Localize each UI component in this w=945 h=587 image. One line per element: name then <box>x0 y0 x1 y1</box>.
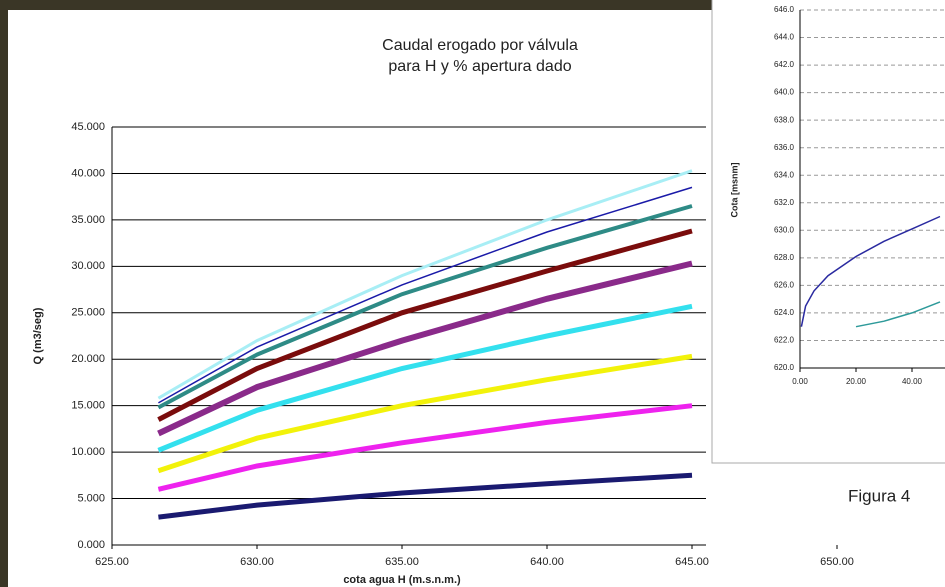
series-line <box>157 169 693 400</box>
y-tick-label: 35.000 <box>71 214 105 226</box>
x-tick-label: 40.00 <box>902 377 923 386</box>
y-tick-label: 0.000 <box>77 539 105 551</box>
y-tick-label: 644.0 <box>774 33 795 42</box>
x-tick-label: 630.00 <box>240 556 274 568</box>
y-tick-label: 620.0 <box>774 363 795 372</box>
series-line <box>855 301 941 328</box>
y-tick-label: 626.0 <box>774 280 795 289</box>
y-tick-label: 30.000 <box>71 260 105 272</box>
series-line <box>157 204 693 410</box>
y-tick-label: 25.000 <box>71 307 105 319</box>
series-line <box>157 353 693 474</box>
y-tick-label: 15.000 <box>71 400 105 412</box>
figure-frame <box>711 0 945 464</box>
series-line <box>157 228 693 422</box>
main-chart: 0.000 5.000 10.000 15.000 20.000 25.000 30.000… <box>32 37 854 586</box>
y-tick-label: 638.0 <box>774 115 795 124</box>
y-tick-label: 5.000 <box>77 492 105 504</box>
y-tick-label: 632.0 <box>774 198 795 207</box>
y-axis-label: Q (m3/seg) <box>32 307 44 364</box>
y-tick-label: 20.000 <box>71 353 105 365</box>
series-line <box>157 260 693 437</box>
x-tick-label: 625.00 <box>95 556 129 568</box>
y-tick-label: 640.0 <box>774 88 795 97</box>
series-line <box>158 186 693 404</box>
y-tick-label: 624.0 <box>774 308 795 317</box>
x-axis-label: cota agua H (m.s.n.m.) <box>343 574 461 586</box>
y-tick-label: 636.0 <box>774 143 795 152</box>
x-tick-label: 650.00 <box>820 556 854 568</box>
y-tick-label: 646.0 <box>774 5 795 14</box>
y-tick-label: 628.0 <box>774 253 795 262</box>
y-tick-label: 634.0 <box>774 170 795 179</box>
x-tick-label: 645.00 <box>675 556 709 568</box>
y-tick-label: 45.000 <box>71 121 105 133</box>
series-line <box>157 403 693 492</box>
y-tick-label: 10.000 <box>71 446 105 458</box>
overlay-figure: 620.0 622.0 624.0 626.0 628.0 630.0 632.0 634.0… <box>711 0 945 464</box>
x-tick-label: 0.00 <box>792 377 808 386</box>
figure-caption: Figura 4 <box>848 486 910 505</box>
x-tick-label: 640.00 <box>530 556 564 568</box>
y-tick-label: 622.0 <box>774 336 795 345</box>
y-tick-label: 642.0 <box>774 60 795 69</box>
series-line <box>157 303 693 453</box>
x-tick-label: 635.00 <box>385 556 419 568</box>
x-tick-label: 20.00 <box>846 377 867 386</box>
chart-title: para H y % apertura dado <box>388 58 571 75</box>
series-line <box>158 472 693 520</box>
series-line <box>800 215 941 327</box>
y-tick-label: 40.000 <box>71 167 105 179</box>
y-axis-label: Cota [msnm] <box>729 162 739 217</box>
y-tick-label: 630.0 <box>774 225 795 234</box>
chart-title: Caudal erogado por válvula <box>382 37 578 54</box>
